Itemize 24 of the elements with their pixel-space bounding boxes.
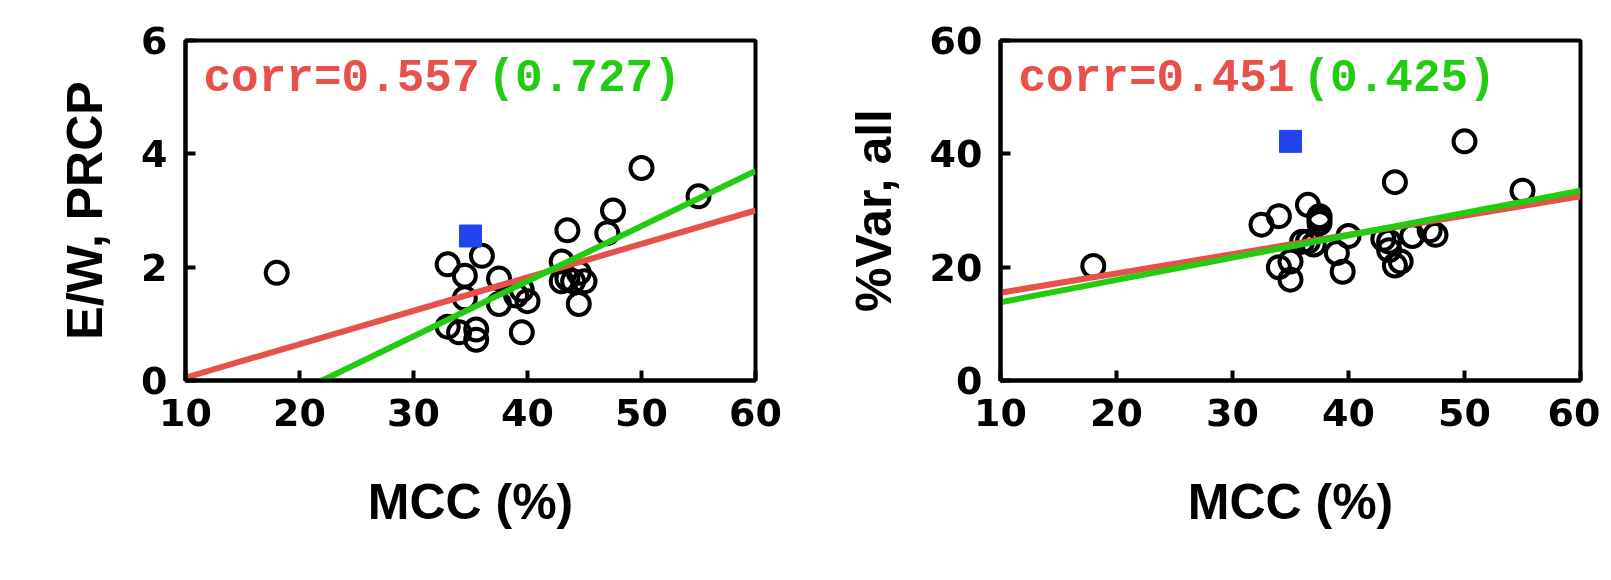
text: (0.727) [487,52,681,105]
x-tick-label: 60 [729,390,782,435]
x-tick-label: 30 [387,390,440,435]
text: (0.425) [1302,52,1496,105]
y-axis-title: %Var, all [845,109,902,312]
x-tick-label: 60 [1547,390,1601,435]
y-tick-label: 6 [141,19,168,63]
y-tick-label: 4 [141,132,168,177]
x-tick-label: 50 [1438,390,1491,435]
y-axis-title: E/W, PRCP [57,81,114,340]
x-tick-label: 40 [1322,390,1375,435]
x-axis-title: MCC (%) [367,473,574,530]
y-tick-label: 20 [929,245,983,290]
x-tick-label: 40 [501,390,554,435]
y-tick-label: 40 [929,132,983,177]
text: corr=0.451 [1018,52,1295,105]
x-tick-label: 50 [615,390,668,435]
x-tick-label: 30 [1206,390,1259,435]
y-tick-label: 2 [141,245,168,290]
text: corr=0.557 [203,52,480,105]
x-axis-title: MCC (%) [1187,473,1394,530]
x-tick-label: 20 [1090,390,1143,435]
x-tick-label: 20 [273,390,326,435]
y-tick-label: 60 [929,19,983,63]
